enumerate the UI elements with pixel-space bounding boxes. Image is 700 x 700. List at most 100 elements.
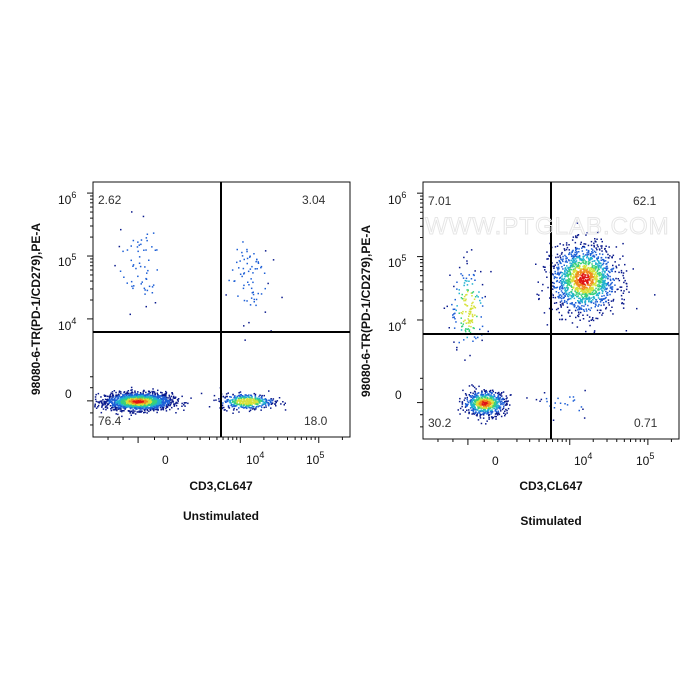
event-dot: [474, 412, 476, 414]
event-dot: [232, 405, 235, 407]
event-dot: [472, 273, 475, 276]
event-dot: [122, 407, 125, 409]
event-dot: [586, 254, 588, 256]
event-dot: [559, 277, 561, 280]
event-dot: [494, 415, 496, 418]
event-dot: [611, 286, 614, 288]
event-dot: [151, 400, 153, 403]
event-dot: [270, 402, 273, 404]
event-dot: [476, 402, 479, 405]
event-dot: [149, 394, 152, 397]
event-dot: [143, 397, 145, 399]
event-dot: [572, 268, 575, 271]
event-dot: [137, 400, 140, 402]
event-dot: [599, 301, 602, 303]
event-dot: [278, 397, 281, 399]
event-dot: [262, 401, 264, 403]
event-dot: [556, 286, 559, 289]
event-dot: [177, 399, 179, 401]
event-dot: [481, 402, 483, 404]
event-dot: [580, 283, 582, 285]
event-dot: [123, 396, 125, 398]
event-dot: [118, 408, 120, 410]
event-dot: [595, 281, 597, 283]
event-dot: [126, 391, 128, 393]
event-dot: [469, 308, 471, 311]
x-axis-label-unstimulated: CD3,CL647: [189, 479, 253, 493]
event-dot: [569, 315, 571, 317]
event-dot: [553, 277, 556, 280]
event-dot: [135, 267, 137, 270]
event-dot: [232, 400, 235, 402]
event-dot: [483, 396, 486, 398]
event-dot: [146, 395, 148, 397]
event-dot: [484, 398, 487, 400]
event-dot: [250, 407, 253, 409]
event-dot: [604, 267, 606, 269]
event-dot: [234, 403, 236, 405]
event-dot: [465, 403, 467, 406]
event-dot: [587, 257, 590, 259]
event-dot: [494, 399, 496, 401]
event-dot: [168, 396, 171, 398]
event-dot: [473, 405, 476, 407]
event-dot: [558, 260, 561, 263]
event-dot: [496, 403, 498, 405]
event-dot: [575, 258, 577, 260]
event-dot: [132, 392, 134, 394]
event-dot: [139, 405, 141, 407]
event-dot: [465, 405, 467, 407]
event-dot: [560, 297, 563, 300]
event-dot: [464, 359, 466, 361]
event-dot: [559, 318, 561, 321]
event-dot: [248, 401, 251, 404]
event-dot: [145, 394, 147, 396]
event-dot: [578, 248, 580, 250]
event-dot: [595, 304, 597, 306]
event-dot: [167, 404, 170, 406]
event-dot: [560, 295, 563, 297]
event-dot: [478, 405, 480, 407]
event-dot: [561, 276, 563, 278]
event-dot: [481, 407, 484, 409]
event-dot: [584, 265, 586, 268]
event-dot: [475, 394, 478, 397]
event-dot: [601, 253, 604, 256]
event-dot: [584, 287, 587, 289]
event-dot: [469, 331, 472, 334]
event-dot: [474, 399, 476, 402]
event-dot: [247, 404, 249, 407]
event-dot: [259, 394, 261, 396]
event-dot: [574, 269, 576, 271]
event-dot: [568, 270, 570, 272]
event-dot: [145, 398, 148, 400]
event-dot: [482, 398, 484, 400]
event-dot: [565, 258, 567, 260]
event-dot: [480, 413, 483, 416]
event-dot: [568, 266, 571, 269]
event-dot: [555, 287, 558, 289]
event-dot: [264, 401, 266, 403]
event-dot: [145, 402, 148, 405]
event-dot: [121, 399, 123, 401]
event-dot: [572, 261, 574, 264]
event-dot: [141, 400, 143, 402]
event-dot: [559, 287, 561, 289]
event-dot: [274, 403, 277, 405]
event-dot: [505, 400, 507, 402]
event-dot: [477, 296, 479, 298]
event-dot: [129, 393, 131, 396]
event-dot: [161, 392, 163, 394]
event-dot: [570, 294, 573, 297]
event-dot: [141, 399, 143, 401]
event-dot: [125, 405, 127, 408]
event-dot: [232, 398, 234, 401]
event-dot: [463, 256, 465, 259]
event-dot: [238, 403, 240, 406]
event-dot: [253, 405, 255, 408]
event-dot: [587, 279, 589, 281]
event-dot: [465, 328, 467, 330]
event-dot: [577, 288, 579, 291]
event-dot: [244, 401, 246, 403]
event-dot: [553, 285, 555, 288]
